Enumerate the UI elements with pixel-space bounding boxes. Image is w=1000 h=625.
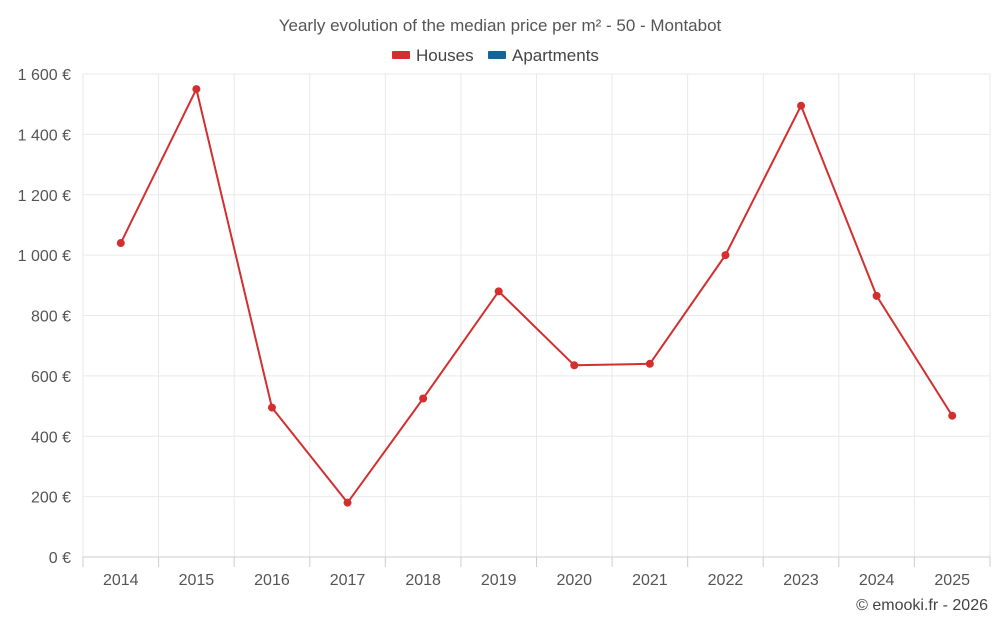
data-point-houses-2020[interactable] [570,361,579,370]
series-layer [116,85,957,507]
x-tick-label: 2024 [859,572,895,589]
x-tick-label: 2023 [783,572,819,589]
legend-item-apartments[interactable]: Apartments [488,46,599,65]
x-tick-label: 2020 [556,572,592,589]
legend-label-houses: Houses [416,46,474,65]
x-tick-label: 2014 [103,572,139,589]
data-point-houses-2023[interactable] [797,101,806,110]
x-tick-label: 2016 [254,572,290,589]
copyright-text: © emooki.fr - 2026 [856,597,988,614]
data-point-houses-2015[interactable] [192,85,201,94]
x-tick-label: 2019 [481,572,517,589]
y-tick-label: 400 € [31,429,71,446]
x-tick-label: 2022 [708,572,744,589]
y-tick-label: 1 200 € [18,188,71,205]
legend-swatch-houses [392,51,410,59]
y-tick-label: 200 € [31,490,71,507]
data-point-houses-2021[interactable] [645,359,654,368]
data-point-houses-2025[interactable] [948,411,957,420]
data-point-houses-2022[interactable] [721,251,730,260]
y-tick-label: 1 400 € [18,127,71,144]
x-gridlines [82,74,991,557]
series-line-houses [119,88,954,504]
x-tick-label: 2015 [179,572,215,589]
legend-item-houses[interactable]: Houses [392,46,474,65]
series-houses [116,85,957,507]
data-point-houses-2014[interactable] [116,239,125,248]
data-point-houses-2024[interactable] [872,291,881,300]
x-tick-label: 2021 [632,572,668,589]
y-tick-label: 1 000 € [18,248,71,265]
legend-label-apartments: Apartments [512,46,599,65]
x-tick-label: 2025 [934,572,970,589]
y-axis-labels: 0 € 200 € 400 € 600 € 800 € 1 000 € 1 200 € 1 4… [18,67,71,567]
data-point-houses-2016[interactable] [267,403,276,412]
x-tick-label: 2018 [405,572,441,589]
legend: Houses Apartments [392,46,599,65]
data-point-houses-2018[interactable] [419,394,428,403]
y-tick-label: 1 600 € [18,67,71,84]
x-tick-label: 2017 [330,572,366,589]
legend-swatch-apartments [488,51,506,59]
x-axis: 2014 2015 2016 2017 2018 2019 2020 2021 2022 2023… [82,556,991,589]
y-tick-label: 800 € [31,309,71,326]
data-point-houses-2019[interactable] [494,287,503,296]
chart-title: Yearly evolution of the median price per… [279,16,722,35]
data-point-houses-2017[interactable] [343,498,352,507]
y-tick-label: 0 € [49,550,71,567]
y-tick-label: 600 € [31,369,71,386]
